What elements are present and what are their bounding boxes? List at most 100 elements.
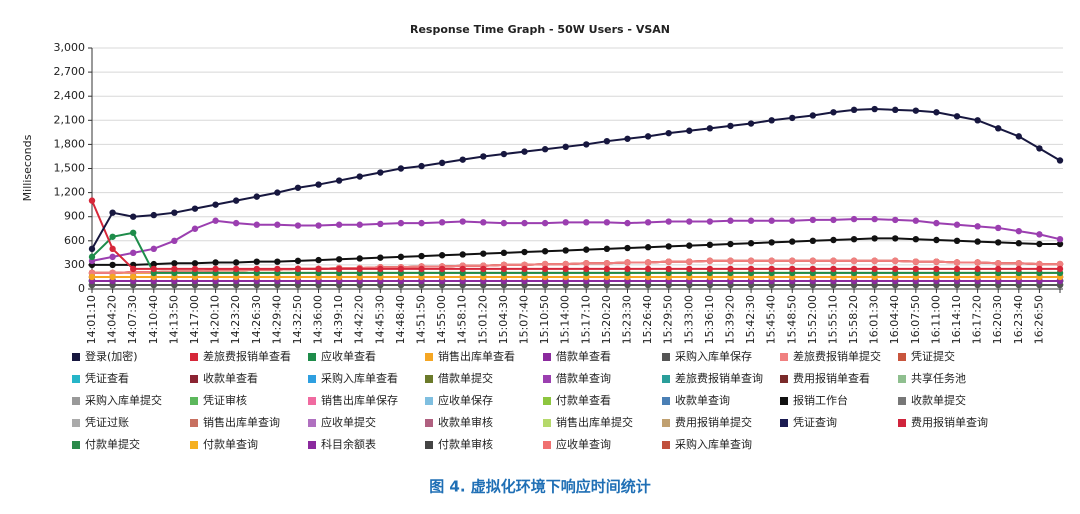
x-tick-label: 16:26:50 [1032,295,1045,344]
x-tick-label: 14:48:40 [394,295,407,344]
data-point [830,265,837,273]
y-axis-label: Milliseconds [21,134,34,201]
y-tick-label: 1,800 [54,137,86,150]
data-point [397,253,405,261]
data-point [830,257,837,265]
legend-swatch [662,375,670,383]
x-tick-label: 16:20:30 [991,295,1004,344]
data-point [686,218,693,225]
series-line [91,108,1061,250]
legend-swatch [190,441,198,449]
data-point [1015,227,1023,235]
data-point [500,249,508,257]
legend-swatch [662,441,670,449]
legend-swatch [190,375,198,383]
legend-label: 差旅费报销单查询 [675,371,763,385]
legend-label: 收款单审核 [438,415,493,429]
x-tick-label: 16:14:10 [950,295,963,344]
data-point [109,209,116,216]
legend-label: 报销工作台 [793,393,848,407]
y-tick-label: 2,400 [54,89,86,102]
data-point [644,133,652,140]
x-tick-label: 14:32:50 [291,295,304,344]
legend-swatch [425,397,433,405]
data-point [480,219,487,226]
data-point [953,237,961,244]
data-point [603,265,611,273]
legend-label: 凭证查询 [793,415,837,429]
data-point [809,257,817,265]
legend-swatch [898,353,906,361]
data-point [356,255,363,262]
data-point [171,237,178,244]
x-tick-label: 14:13:50 [167,295,180,344]
data-point [500,265,508,273]
data-point [438,159,446,167]
data-point [768,239,775,246]
x-tick-label: 14:04:20 [106,295,119,344]
x-tick-label: 15:20:20 [600,295,613,344]
x-tick-label: 15:10:50 [538,295,551,344]
x-tick-label: 14:51:50 [415,295,428,344]
data-point [253,265,260,273]
x-tick-label: 14:58:10 [456,295,469,344]
data-point [995,260,1002,267]
data-point [418,265,425,273]
x-tick-label: 16:17:20 [971,295,984,344]
data-point [129,265,137,273]
data-point [212,217,219,224]
data-point [88,245,96,253]
data-point [933,219,940,227]
data-point [541,219,549,227]
y-tick-label: 3,000 [54,41,86,54]
data-point [953,259,961,266]
caption: 图 4. 虚拟化环境下响应时间统计 [429,478,651,496]
y-tick-label: 2,700 [54,65,86,78]
y-tick-label: 2,100 [54,113,86,126]
x-tick-label: 15:29:50 [662,295,675,344]
data-point [809,265,817,273]
legend-label: 借款单查询 [556,371,611,385]
data-point [933,258,940,265]
data-point [912,107,920,114]
data-point [253,221,260,228]
x-tick-label: 15:14:00 [559,295,572,344]
data-point [212,259,219,266]
legend-label: 销售出库单查看 [438,349,515,363]
legend-label: 差旅费报销单提交 [793,349,881,363]
data-point [356,173,363,180]
data-point [1056,240,1064,248]
data-point [1015,265,1023,273]
data-point [171,265,178,273]
legend-swatch [425,419,433,427]
data-point [912,265,920,273]
data-point [521,219,528,227]
x-tick-label: 14:45:30 [373,295,386,344]
data-point [459,251,466,258]
data-point [583,219,590,226]
data-point [335,265,343,273]
x-tick-label: 15:01:20 [476,295,489,344]
data-point [706,257,714,265]
data-point [830,109,837,116]
data-point [232,219,240,227]
data-point [665,258,672,265]
data-point [603,260,611,267]
data-point [1036,145,1043,152]
x-tick-label: 15:17:10 [579,295,592,344]
data-point [665,265,672,273]
data-point [727,122,734,130]
data-point [150,211,157,219]
x-tick-label: 15:55:10 [826,295,839,344]
data-point [1036,240,1043,248]
data-point [541,265,549,273]
data-point [727,240,734,248]
data-point [397,165,405,172]
data-point [335,221,343,228]
legend-label: 收款单查看 [203,371,258,385]
data-point [706,218,714,225]
data-point [480,250,487,257]
data-point [335,177,343,184]
x-tick-label: 14:42:20 [353,295,366,344]
data-point [88,273,96,281]
